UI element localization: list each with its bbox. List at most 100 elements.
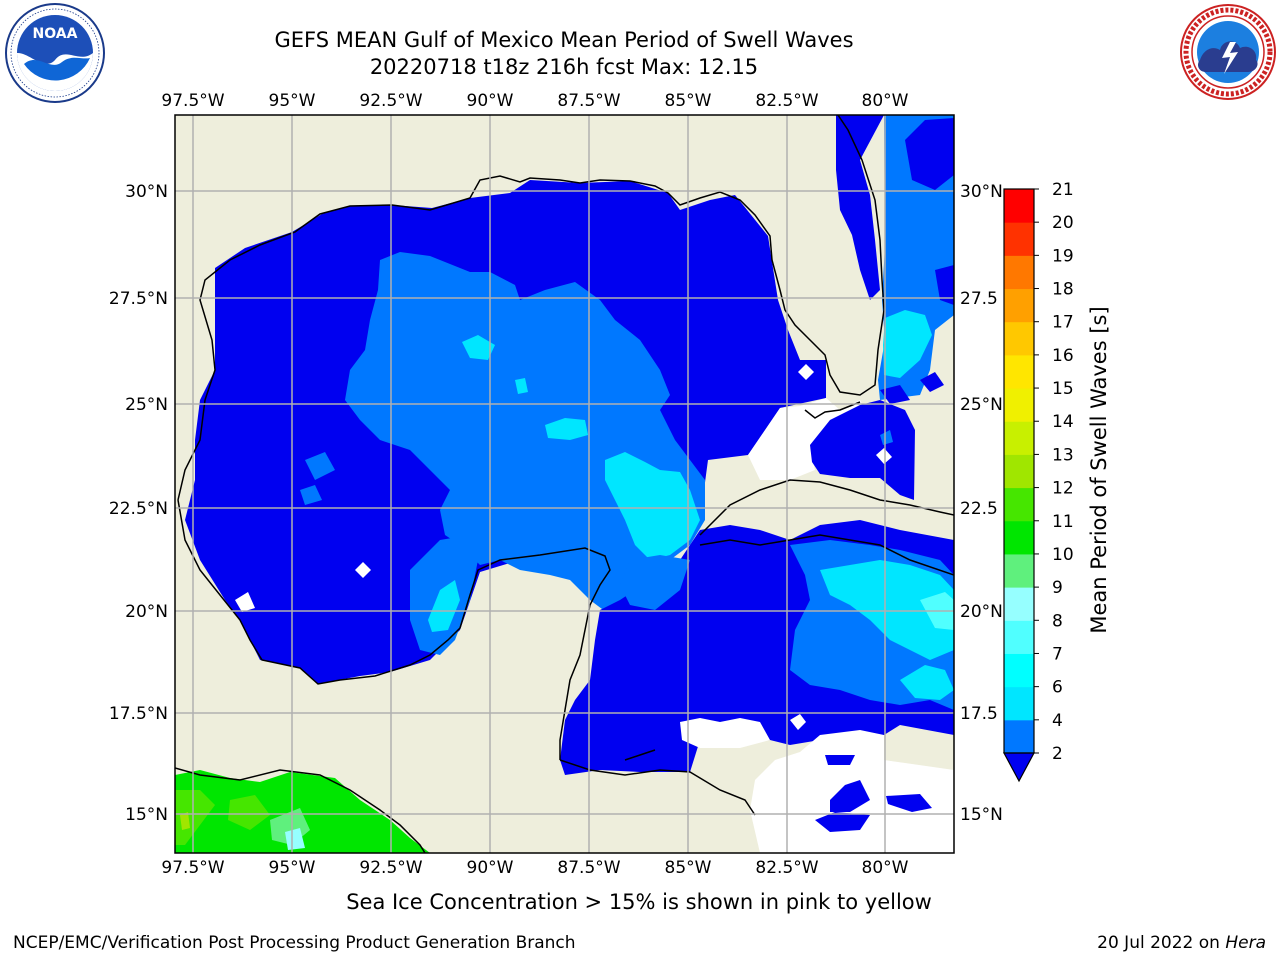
colorbar-segment <box>1004 421 1034 455</box>
caribbean-nodata <box>790 714 806 730</box>
colorbar-tick-label: 16 <box>1052 346 1074 366</box>
colorbar: 21 20 19 18 17 16 15 14 13 12 11 10 9 8 7 6 4 2 <box>1002 180 1074 783</box>
lon-tick-bottom: 90°W <box>467 858 514 878</box>
gulf-nodata <box>355 562 371 578</box>
gulf-cyan-swell-patch <box>428 580 460 632</box>
gulf-cyan-swell-patch <box>545 418 588 440</box>
atlantic-cyan-swell-region <box>883 310 932 378</box>
colorbar-segment <box>1004 388 1034 422</box>
nws-logo <box>1180 4 1276 100</box>
colorbar-segment <box>1004 520 1034 555</box>
lat-tick-right: 20°N <box>960 602 1003 622</box>
lon-tick-bottom: 85°W <box>665 858 712 878</box>
bahamas-swell-region <box>810 400 915 500</box>
colorbar-frame <box>1003 188 1035 754</box>
lon-tick-top: 82.5°W <box>755 91 818 111</box>
gulf-cyan-swell-patch <box>462 335 495 360</box>
lat-labels-left: 30°N 27.5°N 25°N 22.5°N 20°N 17.5°N 15°N <box>109 182 168 825</box>
lat-tick-right: 15°N <box>960 805 1003 825</box>
colorbar-tick-label: 10 <box>1052 545 1074 565</box>
gulf-mid-swell-region <box>345 252 705 615</box>
colorbar-tick-label: 9 <box>1052 578 1063 598</box>
colorbar-tick-label: 11 <box>1052 512 1074 532</box>
lon-tick-top: 87.5°W <box>557 91 620 111</box>
lon-labels-top: 97.5°W 95°W 92.5°W 90°W 87.5°W 85°W 82.5… <box>161 91 908 111</box>
gulf-nodata <box>798 364 814 380</box>
lon-tick-bottom: 95°W <box>269 858 316 878</box>
colorbar-tick-label: 15 <box>1052 379 1074 399</box>
gulf-mid-swell-patch <box>305 452 335 480</box>
lon-tick-top: 95°W <box>269 91 316 111</box>
sea-ice-note: Sea Ice Concentration > 15% is shown in … <box>0 890 1280 914</box>
caribbean-swell-patch <box>815 812 870 832</box>
colorbar-tick-label: 21 <box>1052 180 1074 200</box>
pacific-swell-patch <box>175 790 215 845</box>
colorbar-tick-label: 17 <box>1052 313 1074 333</box>
sea-ice-note-text: Sea Ice Concentration > 15% is shown in … <box>346 890 932 914</box>
atlantic-deep-swell-region <box>836 115 884 300</box>
footer-date-text: 20 Jul 2022 on <box>1097 933 1226 953</box>
gulf-nodata <box>235 592 255 612</box>
colorbar-segment <box>1004 620 1034 654</box>
caribbean-swell-patch <box>830 780 870 812</box>
bahamas-swell-patch <box>880 430 893 445</box>
lat-tick-left: 22.5°N <box>109 499 168 519</box>
lon-tick-bottom: 80°W <box>862 858 909 878</box>
lon-tick-top: 97.5°W <box>161 91 224 111</box>
caribbean-nodata <box>680 718 770 748</box>
lat-tick-right: 25°N <box>960 395 1003 415</box>
graticule <box>175 115 954 853</box>
colorbar-label: Mean Period of Swell Waves [s] <box>1087 306 1111 633</box>
lon-tick-top: 80°W <box>862 91 909 111</box>
colorbar-tick-label: 18 <box>1052 280 1074 300</box>
lat-tick-left: 25°N <box>125 395 168 415</box>
pacific-swell-region <box>175 770 430 853</box>
chart-title: GEFS MEAN Gulf of Mexico Mean Period of … <box>274 28 854 52</box>
lon-tick-bottom: 82.5°W <box>755 858 818 878</box>
pacific-swell-patch <box>285 828 305 850</box>
colorbar-segment <box>1004 653 1034 688</box>
colorbar-segment <box>1004 222 1034 256</box>
lat-tick-right: 17.5 <box>960 704 998 724</box>
colorbar-segment <box>1004 587 1034 621</box>
colorbar-tick-label: 20 <box>1052 213 1074 233</box>
lon-tick-bottom: 97.5°W <box>161 858 224 878</box>
colorbar-segment <box>1004 487 1034 522</box>
colorbar-tick-label: 6 <box>1052 678 1063 698</box>
noaa-logo-text: NOAA <box>33 26 78 42</box>
bahamas-nodata <box>876 448 892 464</box>
atlantic-swell-patch <box>880 385 910 404</box>
caribbean-cyan-swell-patch <box>900 665 954 700</box>
colorbar-tick-label: 8 <box>1052 611 1063 631</box>
caribbean-mid-swell-patch <box>620 555 690 610</box>
footer-credit: NCEP/EMC/Verification Post Processing Pr… <box>13 933 576 953</box>
lat-tick-left: 27.5°N <box>109 289 168 309</box>
lat-tick-left: 17.5°N <box>109 704 168 724</box>
colorbar-segment <box>1004 719 1034 754</box>
colorbar-segment <box>1004 454 1034 489</box>
gulf-mid-swell-patch <box>300 485 322 505</box>
lon-tick-top: 90°W <box>467 91 514 111</box>
colorbar-tick-label: 14 <box>1052 412 1074 432</box>
atlantic-deep-swell-patch <box>905 118 954 190</box>
atlantic-swell-patch <box>920 372 944 392</box>
colorbar-segment <box>1004 255 1034 290</box>
lat-tick-left: 30°N <box>125 182 168 202</box>
lat-labels-right: 30°N 27.5 25°N 22.5 20°N 17.5 15°N <box>960 182 1003 825</box>
caribbean-cyan-swell-region <box>820 560 954 660</box>
colorbar-tick-label: 13 <box>1052 445 1074 465</box>
lon-tick-bottom: 92.5°W <box>359 858 422 878</box>
lat-tick-right: 22.5 <box>960 499 998 519</box>
colorbar-segment <box>1004 686 1034 721</box>
colorbar-segment <box>1004 553 1034 588</box>
lon-labels-bottom: 97.5°W 95°W 92.5°W 90°W 87.5°W 85°W 82.5… <box>161 858 908 878</box>
gulf-cyan-swell-patch <box>515 378 528 394</box>
lat-tick-left: 20°N <box>125 602 168 622</box>
pacific-swell-patch <box>180 812 190 830</box>
noaa-logo: NOAA <box>5 3 105 103</box>
colorbar-tick-label: 7 <box>1052 644 1063 664</box>
map-frame <box>174 114 955 854</box>
chart-subtitle: 20220718 t18z 216h fcst Max: 12.15 <box>369 55 759 79</box>
lat-tick-left: 15°N <box>125 805 168 825</box>
